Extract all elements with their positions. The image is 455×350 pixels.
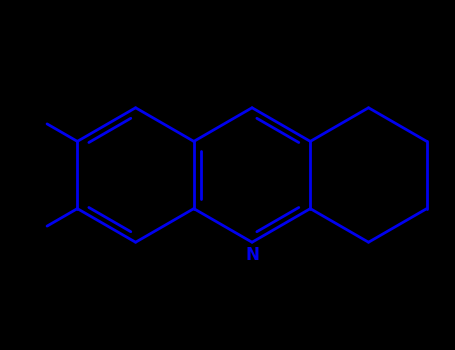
Text: N: N: [245, 246, 259, 264]
